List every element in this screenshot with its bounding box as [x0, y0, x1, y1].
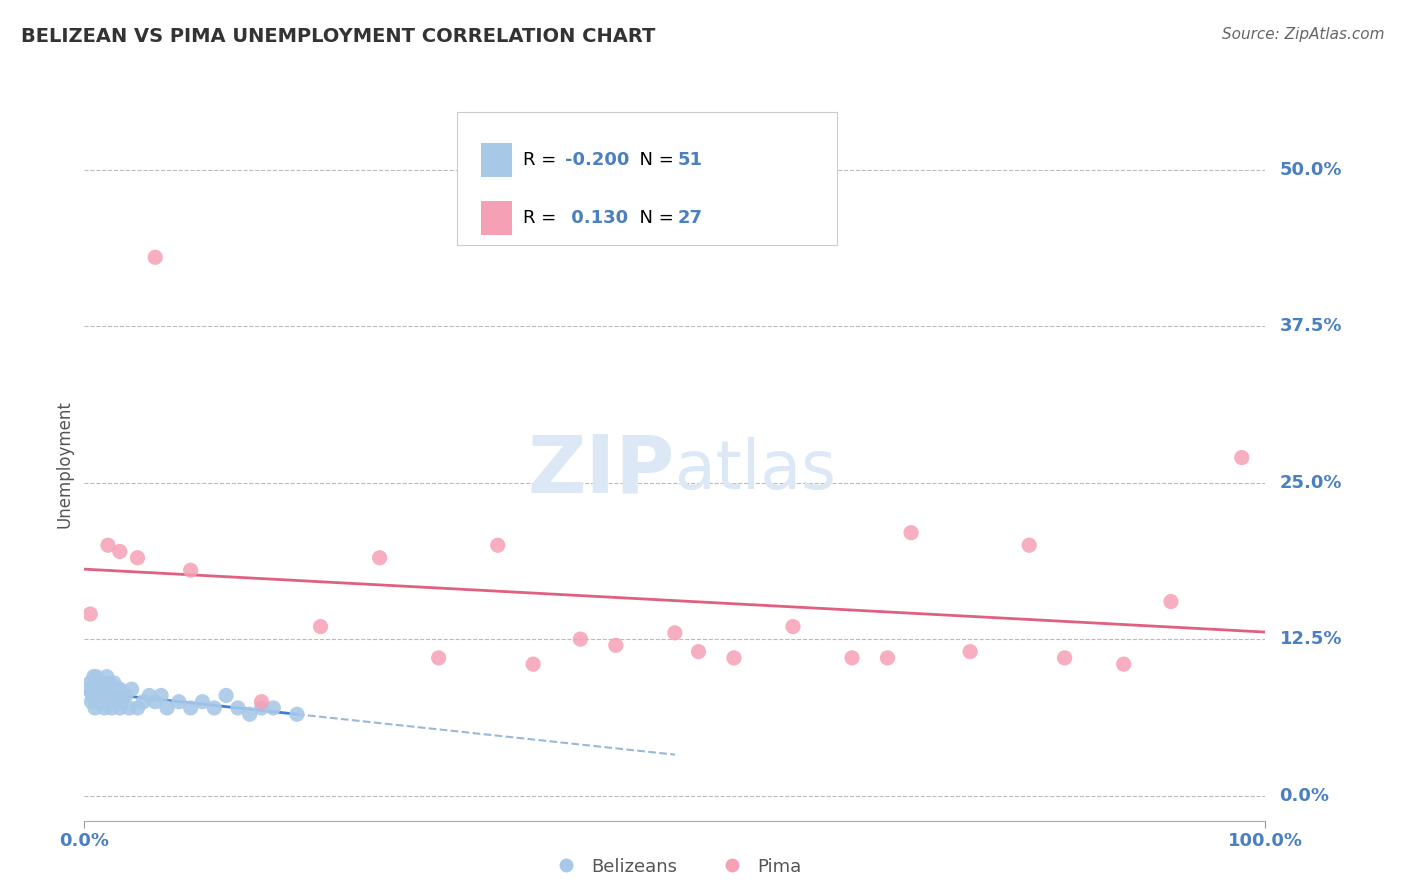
- Point: [664, 625, 686, 640]
- Point: [723, 651, 745, 665]
- Point: [91, 695, 114, 709]
- Text: 0.0%: 0.0%: [1279, 787, 1330, 805]
- Point: [239, 707, 262, 722]
- Point: [96, 670, 118, 684]
- Point: [876, 651, 898, 665]
- Text: -0.200: -0.200: [565, 151, 630, 169]
- Point: [156, 701, 179, 715]
- Point: [103, 695, 125, 709]
- Point: [84, 670, 107, 684]
- Point: [569, 632, 592, 646]
- Point: [77, 682, 100, 697]
- Point: [107, 682, 129, 697]
- Point: [841, 651, 863, 665]
- Point: [90, 689, 112, 703]
- Point: [79, 676, 101, 690]
- Point: [1160, 594, 1182, 608]
- Text: 25.0%: 25.0%: [1279, 474, 1341, 491]
- Point: [1230, 450, 1253, 465]
- Point: [959, 645, 981, 659]
- Point: [285, 707, 308, 722]
- Point: [87, 695, 110, 709]
- Point: [100, 701, 122, 715]
- Point: [427, 651, 450, 665]
- Text: 50.0%: 50.0%: [1279, 161, 1341, 178]
- Text: R =: R =: [523, 151, 562, 169]
- Point: [84, 689, 107, 703]
- Point: [167, 695, 190, 709]
- Text: Source: ZipAtlas.com: Source: ZipAtlas.com: [1222, 27, 1385, 42]
- Point: [180, 701, 202, 715]
- Point: [605, 639, 627, 653]
- Text: N =: N =: [628, 151, 681, 169]
- Point: [79, 607, 101, 621]
- Point: [121, 682, 143, 697]
- Point: [522, 657, 544, 672]
- Point: [91, 676, 114, 690]
- Text: 27: 27: [678, 210, 703, 227]
- Point: [108, 682, 131, 697]
- Point: [143, 695, 166, 709]
- Point: [86, 682, 108, 697]
- Point: [132, 695, 155, 709]
- Point: [94, 682, 117, 697]
- Point: [93, 701, 115, 715]
- Point: [97, 538, 120, 552]
- Point: [143, 250, 166, 264]
- Point: [114, 689, 136, 703]
- Point: [97, 695, 120, 709]
- Point: [368, 550, 391, 565]
- Point: [82, 689, 104, 703]
- Point: [150, 689, 173, 703]
- Text: 0.130: 0.130: [565, 210, 628, 227]
- Text: N =: N =: [628, 210, 681, 227]
- Point: [1053, 651, 1076, 665]
- Point: [80, 695, 103, 709]
- Point: [83, 670, 105, 684]
- Point: [111, 695, 134, 709]
- Point: [104, 689, 127, 703]
- Point: [1018, 538, 1040, 552]
- Point: [108, 544, 131, 558]
- Point: [215, 689, 238, 703]
- Legend: Belizeans, Pima: Belizeans, Pima: [541, 851, 808, 883]
- Point: [105, 695, 128, 709]
- Text: BELIZEAN VS PIMA UNEMPLOYMENT CORRELATION CHART: BELIZEAN VS PIMA UNEMPLOYMENT CORRELATIO…: [21, 27, 655, 45]
- Point: [782, 619, 804, 633]
- Point: [900, 525, 922, 540]
- Point: [98, 682, 121, 697]
- Text: 51: 51: [678, 151, 703, 169]
- Point: [108, 701, 131, 715]
- Text: 12.5%: 12.5%: [1279, 630, 1341, 648]
- Point: [84, 701, 107, 715]
- Point: [202, 701, 225, 715]
- Point: [250, 701, 273, 715]
- Point: [101, 689, 124, 703]
- Point: [309, 619, 332, 633]
- Y-axis label: Unemployment: Unemployment: [55, 400, 73, 528]
- Point: [262, 701, 284, 715]
- Text: R =: R =: [523, 210, 562, 227]
- Point: [226, 701, 249, 715]
- Point: [191, 695, 214, 709]
- Point: [118, 701, 141, 715]
- Point: [103, 676, 125, 690]
- Point: [127, 701, 149, 715]
- Point: [688, 645, 710, 659]
- Point: [127, 550, 149, 565]
- Point: [97, 689, 120, 703]
- Point: [138, 689, 160, 703]
- Text: ZIP: ZIP: [527, 431, 675, 509]
- Text: atlas: atlas: [675, 437, 835, 503]
- Point: [89, 676, 111, 690]
- Point: [250, 695, 273, 709]
- Point: [180, 563, 202, 577]
- Text: 37.5%: 37.5%: [1279, 318, 1341, 335]
- Point: [1112, 657, 1135, 672]
- Point: [91, 682, 114, 697]
- Point: [486, 538, 509, 552]
- Point: [98, 676, 121, 690]
